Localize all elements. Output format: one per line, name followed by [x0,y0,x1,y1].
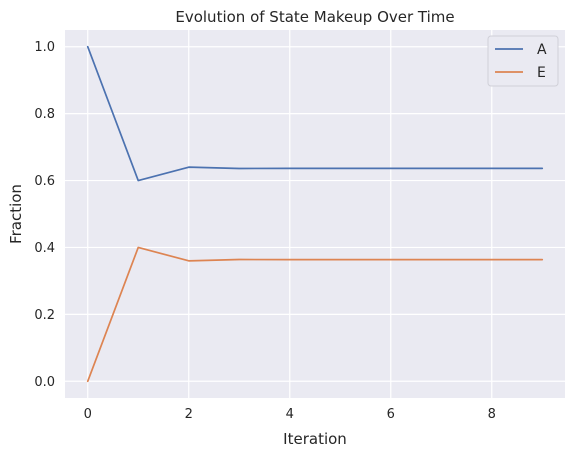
grid-lines [65,30,565,398]
plot-area [65,30,565,398]
legend: AE [487,35,559,87]
x-tick-label: 0 [84,407,92,422]
x-tick-label: 8 [488,407,496,422]
series-lines [86,45,544,383]
legend-items: AE [495,42,547,81]
y-tick-label: 1.0 [34,40,55,55]
legend-label-e: E [537,65,546,81]
chart-title: Evolution of State Makeup Over Time [175,8,454,26]
legend-label-a: A [537,42,547,58]
y-tick-label: 0.0 [34,375,55,390]
y-axis-ticks: 0.0 0.2 0.4 0.6 0.8 1.0 [34,40,55,390]
series-line-e [86,246,544,383]
x-axis-ticks: 0 2 4 6 8 [84,407,496,422]
y-tick-label: 0.4 [34,241,55,256]
y-tick-label: 0.8 [34,107,55,122]
y-axis-label: Fraction [7,184,25,244]
series-line-a [86,45,544,182]
x-tick-label: 2 [185,407,193,422]
y-tick-label: 0.2 [34,308,55,323]
x-tick-label: 4 [286,407,294,422]
legend-box [487,35,559,87]
y-tick-label: 0.6 [34,174,55,189]
x-axis-label: Iteration [283,430,347,448]
x-tick-label: 6 [387,407,395,422]
